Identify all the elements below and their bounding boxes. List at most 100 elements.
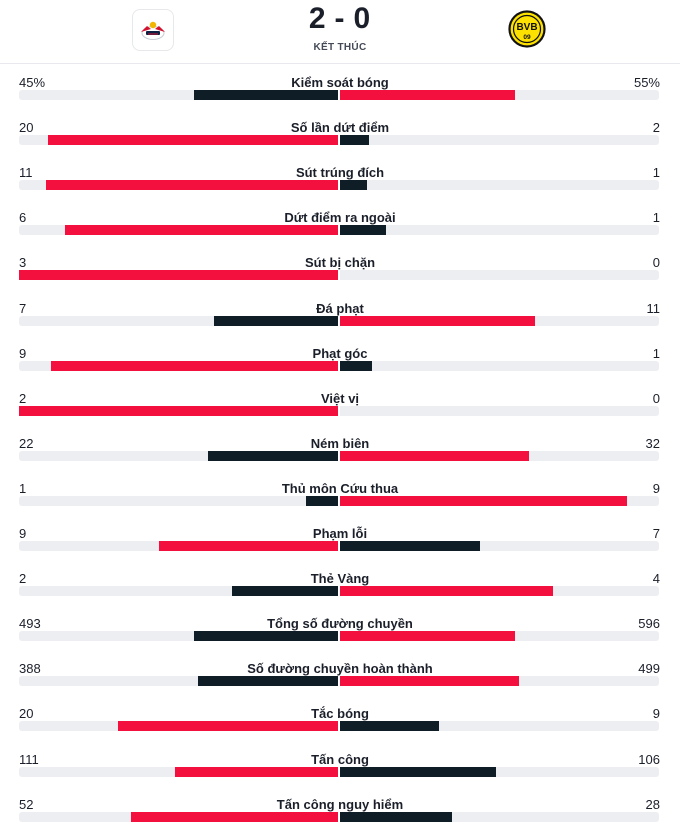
away-stat-bar	[340, 315, 535, 326]
away-stat-bar	[340, 721, 439, 732]
away-stat-value: 7	[652, 526, 660, 541]
stat-row: 6 Dứt điểm ra ngoài 1	[0, 204, 680, 249]
home-stat-bar	[48, 135, 338, 146]
stat-row: 7 Đá phạt 11	[0, 295, 680, 340]
away-stat-bar	[340, 225, 386, 236]
bvb-logo-year: 09	[523, 34, 531, 41]
away-stat-bar	[340, 586, 553, 597]
stat-row: 22 Ném biên 32	[0, 430, 680, 475]
home-stat-value: 45%	[19, 75, 46, 90]
away-stat-value: 9	[652, 706, 660, 722]
away-stat-value: 32	[645, 435, 660, 451]
home-stat-bar	[19, 270, 338, 281]
away-stat-track	[340, 541, 659, 551]
home-stat-bar	[198, 676, 338, 687]
away-stat-bar	[340, 90, 516, 100]
away-stat-track	[340, 225, 659, 236]
home-stat-track	[19, 541, 338, 551]
stat-row: 2 Thẻ Vàng 4	[0, 565, 680, 610]
away-stat-bar	[340, 180, 367, 191]
away-stat-bar	[340, 811, 452, 822]
home-stat-track	[19, 586, 338, 597]
away-stat-track	[340, 766, 659, 777]
home-stat-value: 6	[19, 210, 27, 226]
home-score: 2	[308, 2, 327, 35]
stat-label: Đá phạt	[316, 300, 364, 316]
stat-label: Dứt điểm ra ngoài	[284, 210, 396, 226]
away-stat-track	[340, 586, 659, 597]
away-stat-value: 11	[646, 300, 661, 316]
match-status: KẾT THÚC	[313, 42, 367, 53]
home-stat-value: 1	[19, 480, 27, 496]
home-stat-track	[19, 360, 338, 371]
home-stat-bar	[19, 405, 338, 416]
home-stat-value: 2	[19, 571, 27, 587]
stat-label: Tấn công	[311, 751, 369, 767]
score-separator: -	[334, 2, 346, 35]
home-stat-bar	[306, 495, 338, 506]
away-stat-track	[340, 270, 659, 281]
home-stat-track	[19, 495, 338, 506]
stat-row: 20 Tắc bóng 9	[0, 700, 680, 745]
home-stat-bar	[45, 180, 338, 191]
home-stat-bar	[50, 360, 338, 371]
stat-label: Tấn công nguy hiểm	[276, 796, 404, 812]
home-stat-bar	[64, 225, 338, 236]
stat-row: 3 Sút bị chặn 0	[0, 249, 680, 294]
away-stat-track	[340, 676, 659, 687]
home-stat-value: 9	[19, 526, 27, 541]
home-stat-track	[19, 405, 338, 416]
stat-row: 111 Tấn công 106	[0, 746, 680, 791]
stat-row: 2 Việt vị 0	[0, 385, 680, 430]
away-stat-value: 0	[652, 255, 660, 271]
stat-label: Số lần dứt điểm	[290, 120, 390, 136]
stat-label: Việt vị	[320, 390, 360, 406]
stat-label: Số đường chuyền hoàn thành	[247, 661, 433, 677]
home-stat-value: 111	[19, 751, 39, 767]
away-team-logo[interactable]: BVB 09	[507, 9, 547, 49]
home-stat-track	[19, 811, 338, 822]
home-stat-track	[19, 721, 338, 732]
home-stat-bar	[118, 721, 338, 732]
away-stat-value: 106	[638, 751, 660, 767]
stat-label: Kiểm soát bóng	[291, 75, 389, 90]
stat-row: 11 Sút trúng đích 1	[0, 159, 680, 204]
home-stat-bar	[231, 586, 338, 597]
home-stat-track	[19, 676, 338, 687]
away-stat-value: 1	[652, 345, 660, 361]
away-stat-bar	[340, 676, 520, 687]
stat-label: Phạm lỗi	[312, 526, 368, 541]
stat-label: Sút bị chặn	[304, 255, 376, 271]
home-stat-track	[19, 135, 338, 146]
stat-row: 20 Số lần dứt điểm 2	[0, 114, 680, 159]
stat-label: Phạt góc	[312, 345, 368, 361]
away-score: 0	[353, 2, 372, 35]
stat-label: Thẻ Vàng	[310, 571, 370, 587]
away-stat-track	[340, 360, 659, 371]
home-stat-track	[19, 270, 338, 281]
away-stat-track	[340, 811, 659, 822]
bvb-logo-icon: BVB 09	[508, 10, 546, 48]
score-display: 2-0	[0, 2, 680, 36]
away-stat-track	[340, 135, 659, 146]
away-stat-track	[340, 405, 659, 416]
home-stat-bar	[174, 766, 338, 777]
away-stat-track	[340, 450, 659, 461]
home-team-logo[interactable]	[132, 9, 174, 51]
home-stat-value: 22	[19, 435, 34, 451]
bvb-logo-text: BVB	[516, 22, 537, 33]
home-stat-value: 388	[19, 661, 41, 677]
away-stat-bar	[340, 495, 628, 506]
away-stat-bar	[340, 541, 480, 551]
away-stat-bar	[340, 360, 372, 371]
stat-row: 1 Thủ môn Cứu thua 9	[0, 475, 680, 520]
away-stat-value: 9	[652, 480, 660, 496]
away-stat-track	[340, 721, 659, 732]
home-stat-bar	[130, 811, 338, 822]
away-stat-value: 28	[645, 796, 660, 812]
match-header: 2-0 KẾT THÚC BVB 09	[0, 0, 680, 64]
home-stat-bar	[193, 631, 338, 642]
away-stat-track	[340, 180, 659, 191]
rb-leipzig-logo-icon	[141, 21, 165, 40]
home-stat-value: 20	[19, 120, 34, 136]
